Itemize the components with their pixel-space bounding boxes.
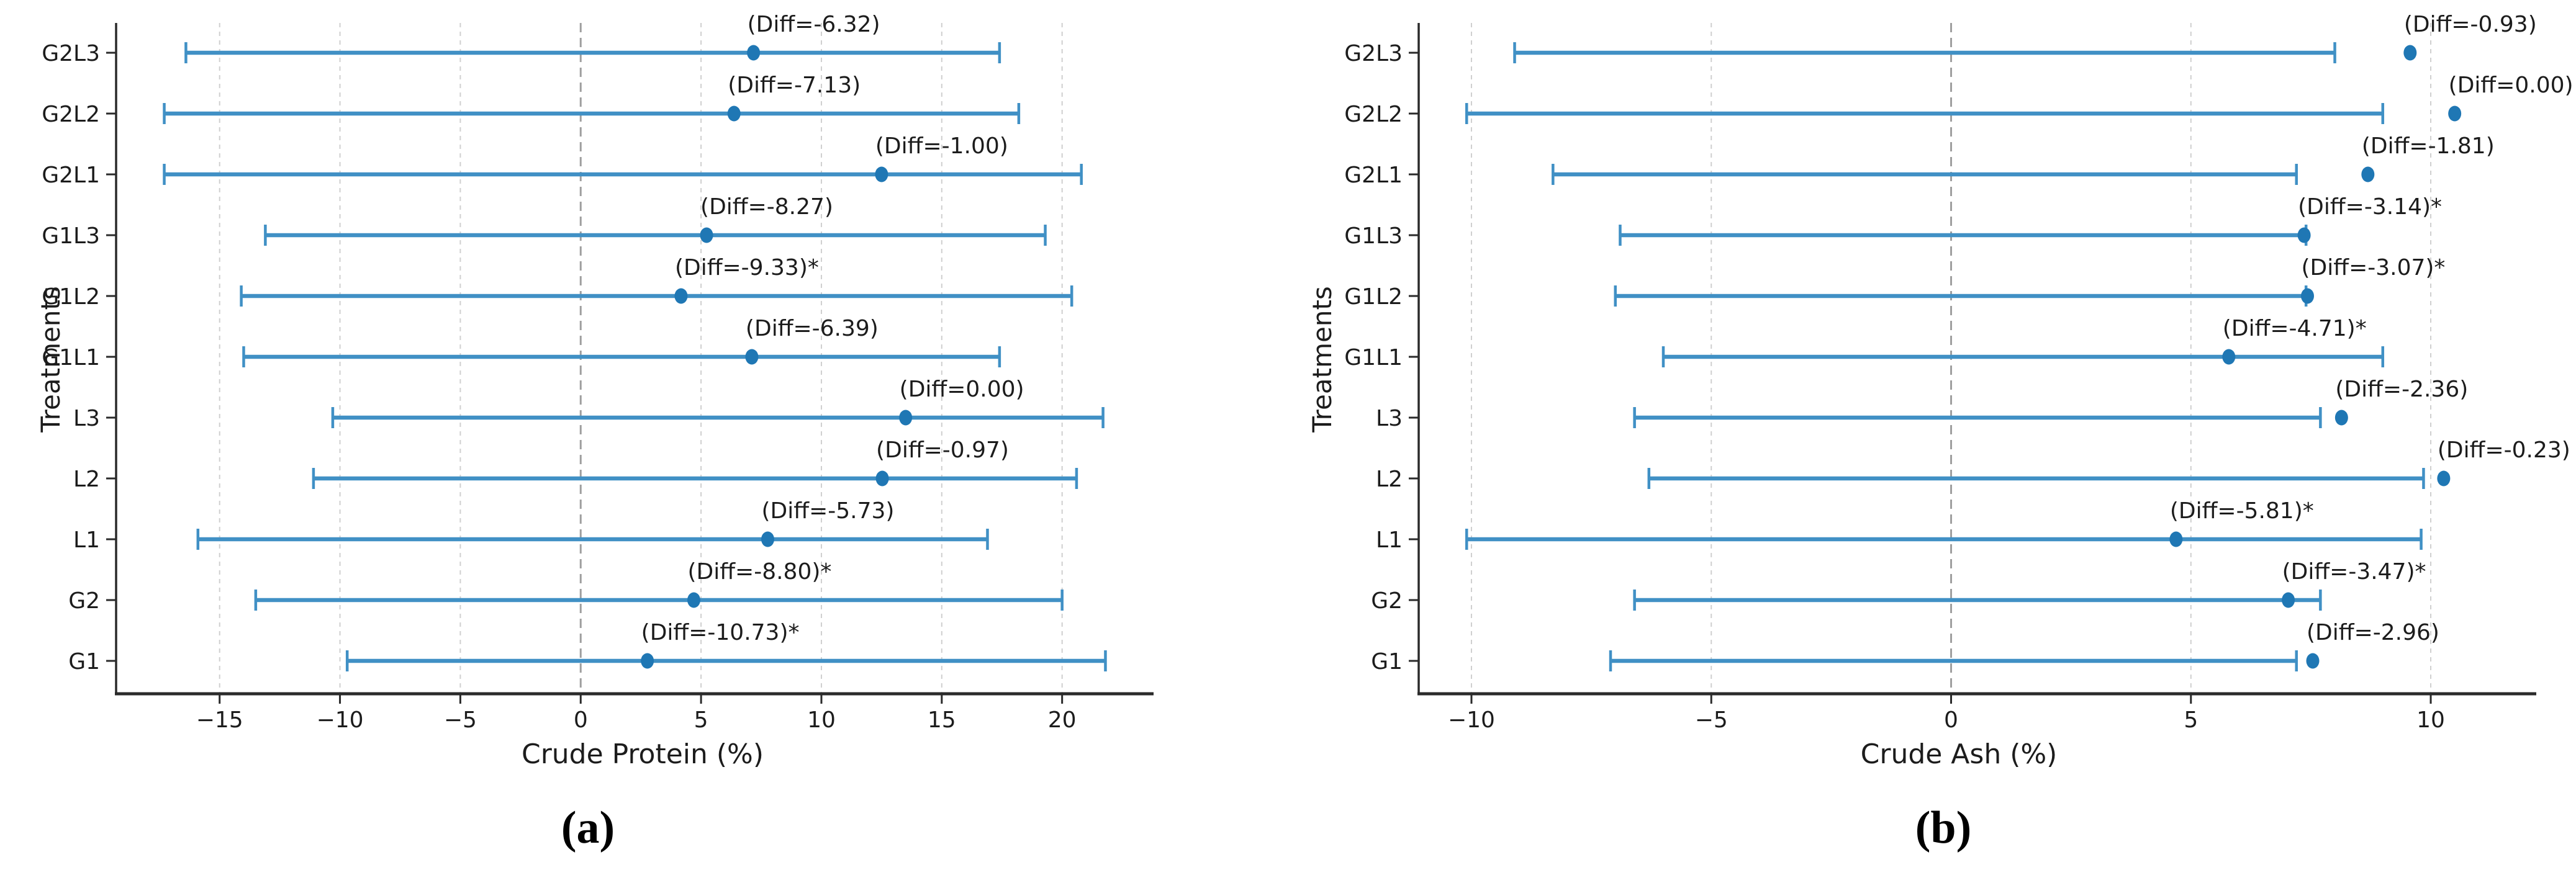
x-axis-label-crude-ash: Crude Ash (%) xyxy=(1860,738,2058,770)
category-label: G2 xyxy=(1371,588,1403,614)
category-label: G2L3 xyxy=(42,41,100,66)
mean-dot xyxy=(700,227,713,243)
mean-dot xyxy=(875,166,888,182)
category-label: G2L2 xyxy=(1344,102,1403,127)
category-label: G1L2 xyxy=(42,284,100,310)
mean-dot xyxy=(2306,653,2320,669)
mean-dot xyxy=(2361,166,2375,182)
diff-annotation: (Diff=-3.07)* xyxy=(2302,255,2446,280)
panel-caption-a: (a) xyxy=(561,802,615,853)
category-label: G1L1 xyxy=(42,345,100,370)
category-label: G2L2 xyxy=(42,102,100,127)
mean-dot xyxy=(761,531,775,547)
mean-dot xyxy=(687,592,700,608)
mean-dot xyxy=(2282,592,2295,608)
mean-dot xyxy=(2169,531,2183,547)
diff-annotation: (Diff=-4.71)* xyxy=(2223,316,2367,341)
chart-crude-protein: −15 −10 −5 0 5 10 15 20G2L3(Diff=-6.32)G2L2(Dif… xyxy=(42,12,1154,733)
x-tick-label: −15 xyxy=(196,707,243,733)
diff-annotation: (Diff=-9.33)* xyxy=(675,255,819,280)
category-label: G1L3 xyxy=(42,223,100,249)
diff-annotation: (Diff=0.00) xyxy=(2449,73,2574,98)
x-tick-label: 10 xyxy=(2416,707,2445,733)
x-tick-label: 0 xyxy=(574,707,588,733)
x-tick-label: −10 xyxy=(317,707,364,733)
category-label: L2 xyxy=(73,467,100,492)
diff-annotation: (Diff=-6.32) xyxy=(748,12,880,37)
mean-dot xyxy=(2448,105,2462,122)
diff-annotation: (Diff=-2.96) xyxy=(2307,620,2439,645)
category-label: L1 xyxy=(73,527,100,553)
mean-dot xyxy=(899,410,913,426)
diff-annotation: (Diff=-0.93) xyxy=(2404,12,2537,37)
mean-dot xyxy=(2403,45,2417,61)
category-label: G2 xyxy=(68,588,100,614)
category-label: L1 xyxy=(1376,527,1403,553)
category-label: G1L3 xyxy=(1344,223,1403,249)
x-tick-label: 0 xyxy=(1944,707,1958,733)
category-label: L2 xyxy=(1376,467,1403,492)
diff-annotation: (Diff=-1.81) xyxy=(2362,133,2495,159)
diff-annotation: (Diff=-10.73)* xyxy=(641,620,800,645)
category-label: L3 xyxy=(73,406,100,431)
mean-dot xyxy=(875,470,889,487)
x-tick-label: 5 xyxy=(694,707,708,733)
mean-dot xyxy=(2437,470,2451,487)
diff-annotation: (Diff=-0.97) xyxy=(876,437,1009,463)
mean-dot xyxy=(747,45,761,61)
mean-dot xyxy=(2334,410,2348,426)
x-tick-label: 5 xyxy=(2184,707,2198,733)
y-axis-label-treatments-right: Treatments xyxy=(1307,286,1337,433)
x-tick-label: −10 xyxy=(1448,707,1495,733)
category-label: G2L1 xyxy=(1344,163,1403,188)
mean-dot xyxy=(641,653,654,669)
category-label: G1L1 xyxy=(1344,345,1403,370)
diff-annotation: (Diff=-1.00) xyxy=(875,133,1008,159)
diff-annotation: (Diff=-3.14)* xyxy=(2298,194,2442,220)
mean-dot xyxy=(674,288,688,304)
x-tick-label: −5 xyxy=(444,707,477,733)
category-label: G2L3 xyxy=(1344,41,1403,66)
diff-annotation: (Diff=-3.47)* xyxy=(2282,559,2426,585)
mean-dot xyxy=(2222,349,2236,365)
diff-annotation: (Diff=-6.39) xyxy=(746,316,879,341)
category-label: L3 xyxy=(1376,406,1403,431)
x-tick-label: 10 xyxy=(807,707,836,733)
chart-crude-ash: −10 −5 0 5 10G2L3(Diff=-0.93)G2L2(Diff=0.00)… xyxy=(1344,12,2574,733)
category-label: G1 xyxy=(1371,649,1403,675)
diff-annotation: (Diff=-2.36) xyxy=(2335,377,2468,402)
panel-caption-b: (b) xyxy=(1915,802,1972,853)
mean-dot xyxy=(2297,227,2311,243)
mean-dot xyxy=(745,349,759,365)
category-label: G2L1 xyxy=(42,163,100,188)
x-axis-label-crude-protein: Crude Protein (%) xyxy=(521,738,764,770)
mean-dot xyxy=(2301,288,2315,304)
mean-dot xyxy=(727,105,741,122)
diff-annotation: (Diff=-5.73) xyxy=(762,498,895,524)
diff-annotation: (Diff=-8.27) xyxy=(700,194,833,220)
category-label: G1L2 xyxy=(1344,284,1403,310)
diff-annotation: (Diff=-8.80)* xyxy=(687,559,831,585)
category-label: G1 xyxy=(68,649,100,675)
diff-annotation: (Diff=-7.13) xyxy=(728,73,861,98)
diff-annotation: (Diff=-0.23) xyxy=(2438,437,2570,463)
x-tick-label: 20 xyxy=(1048,707,1077,733)
y-axis-label-treatments-left: Treatments xyxy=(35,286,66,433)
x-tick-label: 15 xyxy=(928,707,956,733)
x-tick-label: −5 xyxy=(1695,707,1728,733)
diff-annotation: (Diff=0.00) xyxy=(900,377,1024,402)
diff-annotation: (Diff=-5.81)* xyxy=(2170,498,2314,524)
